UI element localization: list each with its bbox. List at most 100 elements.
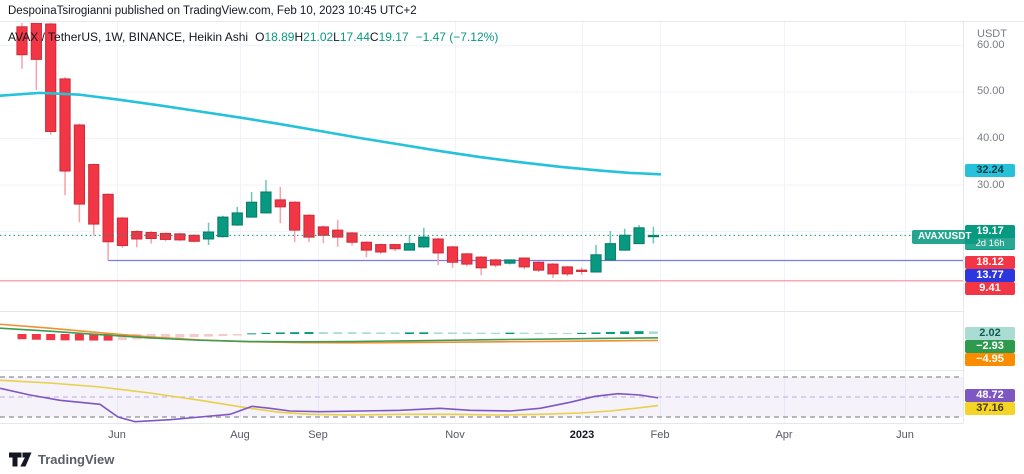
macd-histogram-bar bbox=[46, 334, 56, 341]
macd-histogram-bar bbox=[204, 334, 214, 337]
last-price-symbol-tag: AVAXUSDT bbox=[912, 229, 978, 244]
candle-body bbox=[30, 23, 42, 60]
macd-histogram-bar bbox=[290, 332, 300, 334]
macd-histogram-bar bbox=[448, 332, 457, 334]
macd-histogram-bar bbox=[562, 332, 572, 334]
macd-histogram-bar bbox=[31, 334, 41, 340]
macd-histogram-bar bbox=[103, 334, 113, 341]
macd-histogram-bar bbox=[275, 332, 285, 334]
macd-histogram-bar bbox=[318, 332, 328, 334]
candle-body bbox=[619, 234, 631, 251]
macd-histogram-bar bbox=[419, 332, 429, 334]
d-value-badge: 37.16 bbox=[965, 402, 1015, 415]
macd-histogram-bar bbox=[218, 334, 228, 337]
stoch-d-line bbox=[0, 379, 659, 416]
support-badge: 13.77 bbox=[965, 268, 1015, 282]
candle-body bbox=[231, 212, 243, 226]
price-axis-currency: USDT bbox=[977, 28, 1007, 40]
candle-body bbox=[59, 78, 71, 172]
macd-histogram-bar bbox=[462, 332, 472, 334]
macd-histogram-bar bbox=[232, 334, 242, 336]
macd-histogram-bar bbox=[89, 334, 99, 341]
candle-body bbox=[73, 124, 86, 205]
candle-body bbox=[289, 201, 301, 231]
candle-body bbox=[461, 253, 473, 265]
candle-body bbox=[246, 201, 258, 218]
candle-body bbox=[561, 266, 573, 275]
candle-body bbox=[332, 229, 344, 238]
symbol-header[interactable]: AVAX / TetherUS, 1W, BINANCE, Heikin Ash… bbox=[8, 30, 498, 44]
macd-histogram-bar bbox=[620, 331, 630, 334]
macd-histogram-bar bbox=[591, 332, 601, 334]
price-tick-label: 50.00 bbox=[977, 85, 1005, 98]
candle-body bbox=[346, 232, 358, 243]
tradingview-logo-icon[interactable] bbox=[9, 452, 32, 467]
candle-body bbox=[360, 241, 372, 251]
macd-histogram-bar bbox=[634, 331, 644, 334]
candle-body bbox=[145, 231, 157, 240]
time-label-month: Apr bbox=[775, 429, 793, 441]
candle-body bbox=[504, 259, 516, 264]
time-label-month: Sep bbox=[308, 429, 328, 441]
time-label-month: Nov bbox=[445, 429, 465, 441]
candle-body bbox=[45, 23, 57, 132]
bar-countdown: 2d 16h bbox=[965, 237, 1015, 249]
candle-body bbox=[88, 164, 100, 225]
attribution-text: DespoinaTsirogianni published on Trading… bbox=[8, 4, 417, 17]
macd-histogram-bar bbox=[605, 331, 615, 334]
time-label-year: 2023 bbox=[569, 429, 595, 441]
macd-histogram-bar bbox=[117, 334, 127, 341]
price-tick-label: 40.00 bbox=[977, 131, 1005, 144]
macd-histogram-bar bbox=[161, 334, 170, 339]
candle-body bbox=[590, 254, 602, 273]
hist-value-badge: 2.02 bbox=[965, 326, 1015, 340]
ma-price-badge: 32.24 bbox=[965, 164, 1015, 177]
macd-histogram-bar bbox=[60, 334, 70, 341]
attribution-bar: DespoinaTsirogianni published on Trading… bbox=[0, 0, 1024, 22]
candle-body bbox=[317, 226, 329, 236]
time-label-month: Jun bbox=[108, 429, 126, 441]
candle-body bbox=[274, 199, 286, 208]
price-chart-canvas[interactable] bbox=[0, 0, 963, 423]
macd-histogram-bar bbox=[333, 332, 343, 334]
macd-histogram-bar bbox=[433, 332, 443, 334]
macd-histogram-bar bbox=[361, 332, 371, 334]
time-axis[interactable]: Jun Aug Sep Nov 2023 Feb Apr Jun bbox=[0, 423, 963, 445]
time-label-month: Feb bbox=[650, 429, 670, 441]
macd-histogram-bar bbox=[74, 334, 84, 341]
candles-layer bbox=[16, 23, 659, 279]
macd-histogram-bar bbox=[404, 332, 414, 334]
last-price-value: 19.17 bbox=[976, 224, 1004, 237]
candle-body bbox=[489, 259, 502, 266]
candle-body bbox=[403, 243, 416, 251]
candle-body bbox=[375, 244, 387, 253]
price-tick-label: 60.00 bbox=[977, 38, 1005, 51]
macd-histogram-bar bbox=[548, 332, 558, 334]
macd-histogram-bar bbox=[261, 332, 271, 334]
price-axis[interactable]: USDT 19.17 2d 16h 60.00 50.00 40.00 30.00 32… bbox=[963, 22, 1024, 423]
macd-histogram-bar bbox=[17, 334, 27, 340]
macd-histogram-bar bbox=[189, 334, 199, 338]
macd-histogram-bar bbox=[648, 331, 658, 334]
candle-body bbox=[188, 234, 200, 242]
candle-body bbox=[389, 244, 401, 250]
candle-body bbox=[446, 246, 459, 263]
time-label-month: Aug bbox=[230, 429, 250, 441]
tradingview-brand-text[interactable]: TradingView bbox=[38, 452, 115, 467]
macd-main-line bbox=[0, 327, 659, 343]
candle-body bbox=[547, 263, 559, 275]
candle-body bbox=[604, 243, 616, 261]
macd-histogram-bar bbox=[390, 332, 400, 334]
candle-body bbox=[518, 257, 530, 268]
symbol-title[interactable]: AVAX / TetherUS, 1W, BINANCE, Heikin Ash… bbox=[8, 30, 249, 44]
candle-body bbox=[16, 26, 28, 56]
candle-body bbox=[418, 236, 430, 248]
candle-body bbox=[102, 193, 114, 243]
candle-body bbox=[432, 238, 444, 254]
alert-high-badge: 18.12 bbox=[965, 256, 1015, 269]
macd-histogram-bar bbox=[376, 332, 386, 334]
candle-body bbox=[303, 214, 315, 238]
macd-histogram-bar bbox=[519, 332, 529, 334]
macd-histogram-bar bbox=[491, 332, 501, 334]
